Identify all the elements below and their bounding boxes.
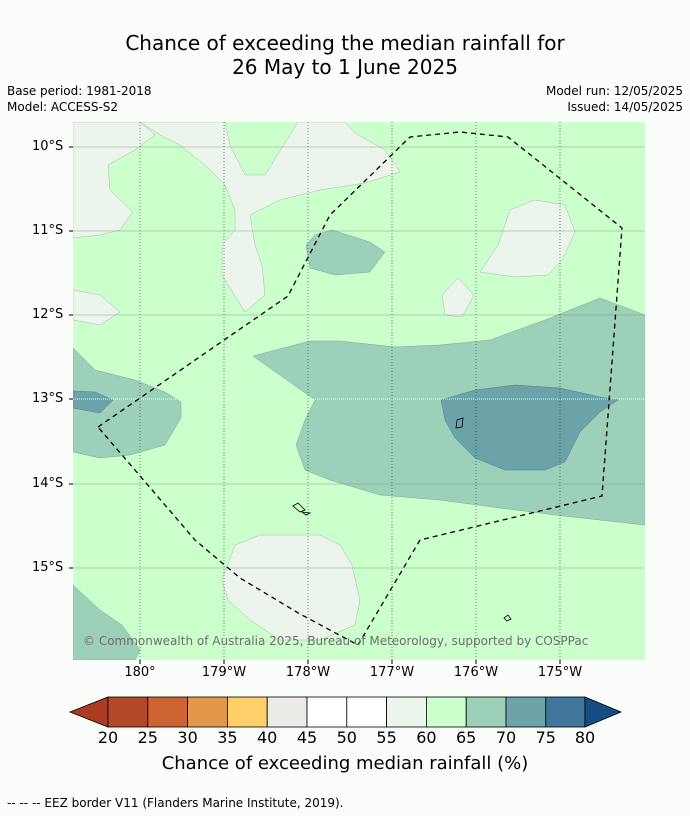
meta-left: Base period: 1981-2018 Model: ACCESS-S2 [7, 83, 152, 115]
lat-label-11s: 11°S [32, 223, 64, 238]
map-title: Chance of exceeding the median rainfall … [0, 31, 690, 79]
lat-label-13s: 13°S [32, 391, 64, 406]
region-55-60-east-small [441, 277, 475, 318]
colorbar-swatch-45-50 [306, 696, 348, 728]
title-line-2: 26 May to 1 June 2025 [232, 55, 458, 79]
colorbar-swatch-40-45 [266, 696, 308, 728]
colorbar-tick-45: 45 [296, 728, 318, 747]
map-area: © Commonwealth of Australia 2025, Bureau… [73, 122, 645, 660]
colorbar-tick-65: 65 [456, 728, 477, 747]
lon-label-178w: 178°W [285, 665, 331, 680]
island-4 [503, 614, 512, 622]
lon-label-176w: 176°W [453, 665, 499, 680]
region-55-60-east [479, 199, 576, 278]
model-name: Model: ACCESS-S2 [7, 100, 119, 114]
colorbar-tick-30: 30 [177, 728, 198, 747]
lat-label-12s: 12°S [32, 307, 64, 322]
eez-legend: -- -- -- EEZ border V11 (Flanders Marine… [7, 796, 344, 810]
lon-label-179w: 179°W [201, 665, 247, 680]
eez-border [97, 131, 623, 646]
colorbar-tick-75: 75 [535, 728, 556, 747]
colorbar-swatch-70-75 [505, 696, 547, 728]
region-70-75-east [440, 384, 619, 471]
colorbar-tick-35: 35 [217, 728, 238, 747]
region-55-60-south [221, 534, 361, 641]
colorbar-swatch-65-70 [465, 696, 507, 728]
colorbar-tick-80: 80 [574, 728, 596, 747]
colorbar-tick-50: 50 [336, 728, 357, 747]
region-70-75-west [73, 390, 114, 414]
colorbar-swatch-50-55 [346, 696, 387, 728]
region-55-60-west-lobe [73, 122, 156, 239]
lon-label-180: 180° [124, 665, 156, 680]
colorbar-tick-55: 55 [376, 728, 397, 747]
colorbar-swatch-55-60 [386, 696, 427, 728]
base-period: Base period: 1981-2018 [7, 84, 152, 98]
colorbar-swatch-35-40 [226, 696, 268, 728]
colorbar-tick-20: 20 [97, 728, 119, 747]
lat-label-10s: 10°S [32, 139, 64, 154]
colorbar-swatch-75-80 [545, 696, 586, 728]
colorbar-over-arrow [584, 696, 623, 728]
gridlines [73, 122, 645, 660]
title-line-1: Chance of exceeding the median rainfall … [125, 31, 565, 55]
lat-label-14s: 14°S [32, 476, 64, 491]
colorbar-tick-25: 25 [137, 728, 158, 747]
colorbar-swatch-30-35 [187, 696, 228, 728]
colorbar-swatch-25-30 [147, 696, 189, 728]
copyright-notice: © Commonwealth of Australia 2025, Bureau… [83, 634, 588, 648]
region-55-60-west-small [73, 289, 121, 326]
colorbar-swatch-60-65 [425, 696, 467, 728]
region-55-60-northwest [73, 122, 401, 313]
lon-label-177w: 177°W [369, 665, 415, 680]
colorbar-under-arrow [68, 696, 109, 728]
meta-right: Model run: 12/05/2025 Issued: 14/05/2025 [546, 83, 683, 115]
island-2 [292, 502, 306, 513]
lon-label-175w: 175°W [537, 665, 583, 680]
colorbar-swatch-20-25 [107, 696, 149, 728]
island-1 [455, 417, 464, 429]
issued-date: Issued: 14/05/2025 [567, 100, 683, 114]
island-3 [300, 511, 312, 516]
model-run: Model run: 12/05/2025 [545, 84, 683, 98]
region-65-70-west [73, 347, 182, 459]
colorbar [68, 696, 623, 728]
axis-ticks [69, 146, 561, 664]
colorbar-tick-60: 60 [416, 728, 437, 747]
lat-label-15s: 15°S [32, 560, 64, 575]
colorbar-tick-40: 40 [257, 728, 278, 747]
colorbar-tick-70: 70 [495, 728, 517, 747]
colorbar-title: Chance of exceeding median rainfall (%) [161, 753, 529, 774]
